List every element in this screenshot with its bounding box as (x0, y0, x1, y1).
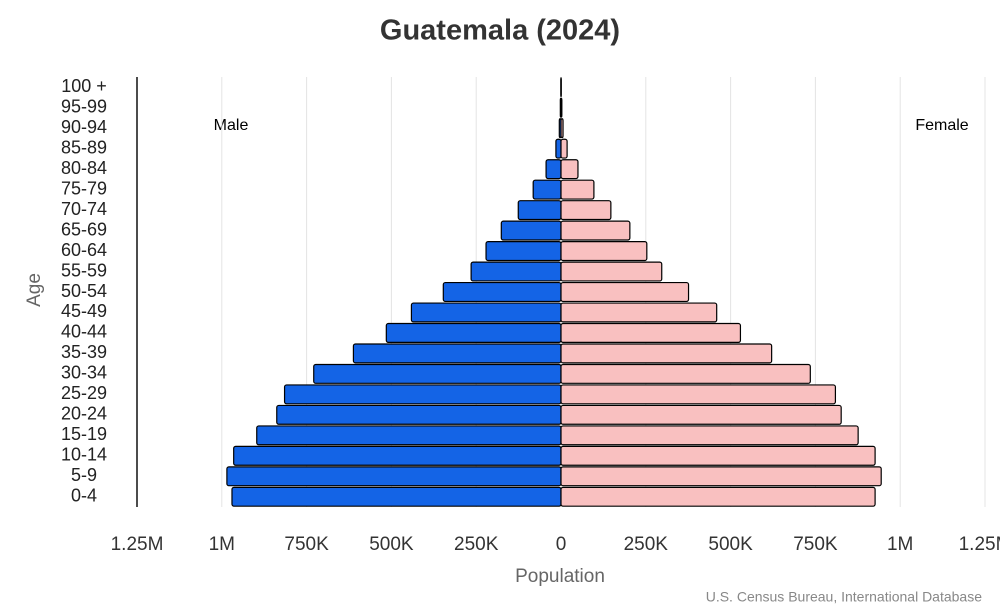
bar (560, 486, 876, 507)
bar (560, 220, 631, 241)
y-tick-label: 45-49 (61, 301, 107, 321)
x-tick-label: 1.25M (111, 534, 164, 555)
bar (532, 179, 562, 200)
bar (560, 159, 579, 180)
x-tick-label: 1.25M (959, 534, 1000, 555)
y-tick-label: 20-24 (61, 404, 107, 424)
y-tick-label: 5-9 (71, 465, 97, 485)
bar (560, 363, 811, 384)
bar (560, 261, 663, 282)
bar (560, 384, 837, 405)
x-axis-label: Population (515, 566, 605, 587)
y-tick-label: 80-84 (61, 158, 107, 178)
y-tick-label: 85-89 (61, 137, 107, 157)
chart-title: Guatemala (2024) (380, 15, 620, 47)
bar (560, 200, 612, 221)
bar (560, 118, 564, 139)
x-tick-label: 1M (887, 534, 913, 555)
y-tick-label: 100 + (61, 76, 107, 96)
y-tick-label: 55-59 (61, 260, 107, 280)
bar (256, 425, 562, 446)
x-tick-label: 250K (454, 534, 499, 555)
y-tick-label: 15-19 (61, 424, 107, 444)
y-axis-label: Age (24, 273, 45, 307)
bar (500, 220, 562, 241)
bar (545, 159, 562, 180)
bar (560, 97, 563, 118)
y-tick-label: 10-14 (61, 445, 107, 465)
bar (560, 179, 595, 200)
y-tick-label: 70-74 (61, 199, 107, 219)
bar (560, 466, 882, 487)
y-tick-label: 50-54 (61, 281, 107, 301)
y-tick-label: 95-99 (61, 96, 107, 116)
y-tick-label: 60-64 (61, 240, 107, 260)
bar (233, 445, 562, 466)
y-tick-label: 30-34 (61, 363, 107, 383)
bar (560, 138, 568, 159)
bar (560, 302, 718, 323)
bar (470, 261, 562, 282)
x-tick-label: 750K (284, 534, 329, 555)
bar (560, 425, 859, 446)
bar (517, 200, 562, 221)
bar (555, 138, 562, 159)
bar (283, 384, 562, 405)
bar (231, 486, 562, 507)
y-tick-label: 35-39 (61, 342, 107, 362)
bar (276, 404, 562, 425)
x-tick-label: 500K (708, 534, 753, 555)
series-label: Male (214, 117, 249, 134)
bar (560, 343, 773, 364)
bar (560, 322, 742, 343)
series-label: Female (915, 117, 968, 134)
y-tick-label: 25-29 (61, 383, 107, 403)
y-tick-label: 40-44 (61, 322, 107, 342)
x-tick-label: 750K (793, 534, 838, 555)
bar (560, 404, 842, 425)
x-tick-label: 0 (556, 534, 567, 555)
x-tick-label: 250K (624, 534, 669, 555)
source-note: U.S. Census Bureau, International Databa… (706, 589, 982, 605)
bar (485, 241, 562, 262)
y-tick-label: 75-79 (61, 178, 107, 198)
bar (226, 466, 562, 487)
y-tick-label: 90-94 (61, 117, 107, 137)
x-tick-label: 500K (369, 534, 414, 555)
bar (560, 445, 876, 466)
y-tick-label: 0-4 (71, 486, 97, 506)
bar (442, 281, 562, 303)
x-tick-label: 1M (209, 534, 235, 555)
bar (385, 322, 562, 343)
bar (410, 302, 562, 323)
bar (313, 363, 562, 384)
bar (560, 281, 690, 303)
bar (560, 241, 648, 262)
y-tick-label: 65-69 (61, 219, 107, 239)
bar (352, 343, 562, 364)
